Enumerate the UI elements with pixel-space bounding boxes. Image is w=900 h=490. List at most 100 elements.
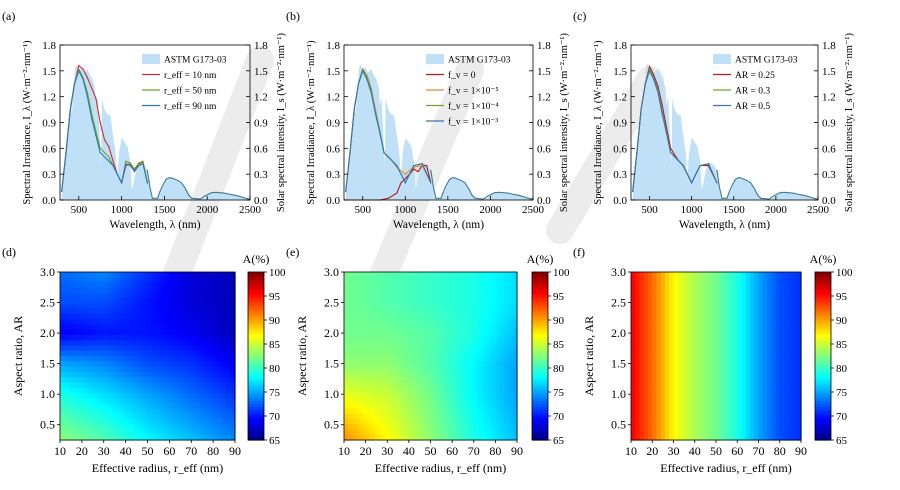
heatmap-cell <box>512 419 518 425</box>
heatmap-cell <box>395 434 401 441</box>
heatmap-cell <box>750 345 755 352</box>
heatmap-cell <box>495 298 501 305</box>
heatmap-cell <box>378 303 384 310</box>
heatmap-cell <box>426 335 432 341</box>
heatmap-cell <box>348 413 354 420</box>
heatmap-cell <box>217 366 223 373</box>
heatmap-cell <box>473 277 479 284</box>
y-axis-title: Spectral Irradiance, I_λ (W·m⁻²·nm⁻¹) <box>593 40 604 205</box>
heatmap-cell <box>447 350 453 357</box>
data-point <box>95 97 97 99</box>
heatmap-cell <box>60 340 65 347</box>
heatmap-cell <box>408 429 414 436</box>
heatmap-cell <box>60 298 65 305</box>
heatmap-cell <box>504 371 509 378</box>
heatmap-cell <box>64 356 70 362</box>
heatmap-cell <box>779 335 785 341</box>
heatmap-cell <box>703 429 709 436</box>
heatmap-cell <box>165 366 170 373</box>
heatmap-cell <box>660 308 666 315</box>
heatmap-cell <box>404 293 410 299</box>
heatmap-cell <box>60 403 65 410</box>
heatmap-cell <box>369 356 375 362</box>
heatmap-cell <box>195 287 201 294</box>
heatmap-cell <box>68 392 74 399</box>
heatmap-cell <box>716 413 721 420</box>
heatmap-cell <box>173 282 179 289</box>
colorbar-segment <box>248 328 264 332</box>
heatmap-cell <box>221 340 227 347</box>
colorbar-segment <box>532 308 548 312</box>
heatmap-cell <box>430 298 436 305</box>
heatmap-cell <box>703 272 709 278</box>
colorbar-segment <box>815 384 831 388</box>
heatmap-cell <box>134 277 140 284</box>
heatmap-cell <box>200 429 205 436</box>
heatmap-cell <box>108 329 114 336</box>
heatmap-cell <box>643 324 649 331</box>
heatmap-cell <box>495 429 501 436</box>
colorbar-segment <box>248 353 264 357</box>
heatmap-cell <box>486 387 492 394</box>
heatmap-cell <box>121 371 127 378</box>
heatmap-cell <box>125 419 131 425</box>
heatmap-cell <box>169 434 175 441</box>
heatmap-cell <box>226 387 232 394</box>
heatmap-cell <box>165 403 170 410</box>
heatmap-cell <box>81 329 87 336</box>
heatmap-cell <box>456 350 462 357</box>
heatmap-cell <box>90 361 96 368</box>
heatmap-cell <box>499 398 505 404</box>
heatmap-cell <box>724 282 730 289</box>
heatmap-cell <box>495 382 501 389</box>
heatmap-cell <box>482 324 488 331</box>
heatmap-cell <box>134 303 140 310</box>
heatmap-cell <box>775 293 781 299</box>
y2-tick-label: 0.0 <box>537 195 551 207</box>
heatmap-cell <box>796 324 802 331</box>
heatmap-cell <box>643 293 649 299</box>
heatmap-cell <box>195 366 201 373</box>
heatmap-cell <box>103 371 109 378</box>
heatmap-cell <box>156 419 162 425</box>
heatmap-cell <box>473 329 479 336</box>
heatmap-cell <box>348 314 354 320</box>
heatmap-cell <box>116 429 122 436</box>
heatmap-cell <box>447 298 453 305</box>
data-point <box>125 160 127 162</box>
heatmap-cell <box>391 308 397 315</box>
data-point <box>648 70 651 72</box>
heatmap-cell <box>639 314 645 320</box>
heatmap-cell <box>208 303 214 310</box>
heatmap-cell <box>716 314 721 320</box>
heatmap-cell <box>81 272 87 278</box>
heatmap-cell <box>716 361 721 368</box>
heatmap-cell <box>716 298 721 305</box>
heatmap-cell <box>391 303 397 310</box>
heatmap-cell <box>694 335 700 341</box>
heatmap-cell <box>643 424 649 431</box>
y-tick-label: 1.0 <box>324 387 339 401</box>
heatmap-cell <box>361 408 367 415</box>
heatmap-cell <box>352 434 358 441</box>
heatmap-cell <box>99 277 105 284</box>
heatmap-cell <box>121 303 127 310</box>
heatmap-cell <box>643 319 649 326</box>
heatmap-cell <box>217 314 223 320</box>
heatmap-cell <box>465 434 471 441</box>
heatmap-cell <box>482 366 488 373</box>
heatmap-cell <box>173 340 179 347</box>
heatmap-cell <box>792 303 798 310</box>
y2-tick-label: 1.2 <box>254 92 268 104</box>
heatmap-cell <box>665 335 670 341</box>
heatmap-cell <box>669 345 675 352</box>
heatmap-cell <box>771 314 777 320</box>
heatmap-cell <box>465 293 471 299</box>
heatmap-cell <box>195 272 201 278</box>
x-tick-label: 90 <box>511 444 523 458</box>
panel-label: (f) <box>573 245 585 259</box>
heatmap-cell <box>703 434 709 441</box>
heatmap-cell <box>779 293 785 299</box>
heatmap-cell <box>404 329 410 336</box>
heatmap-cell <box>499 408 505 415</box>
